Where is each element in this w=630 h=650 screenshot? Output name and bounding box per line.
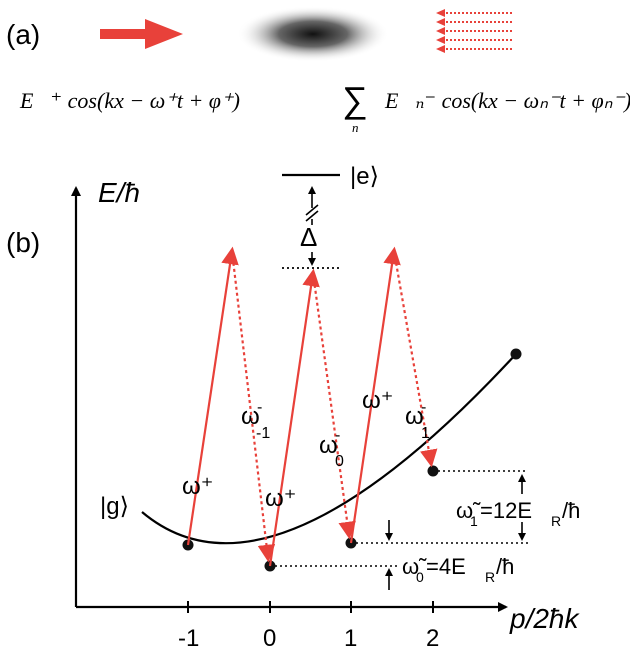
forward-field-formula: E⃗⁺ cos(kx − ω⁺t + φ⁺) (19, 88, 240, 113)
svg-text:R: R (551, 513, 561, 529)
omega-tilde-1-label: ω̃ 1 =12E R /ħ (456, 498, 580, 529)
absorption-arrow (349, 246, 401, 544)
omega-plus-label: ω⁺ (362, 387, 393, 414)
x-ticks (187, 601, 434, 613)
svg-text:0: 0 (335, 453, 344, 470)
x-axis-label: p/2ħk (509, 603, 580, 634)
ground-state-label: |g⟩ (100, 493, 129, 520)
backward-beam-heads (436, 9, 445, 53)
detuning-arrows (305, 186, 319, 266)
svg-text:ω: ω (319, 432, 338, 459)
backward-field-formula: E⃗ₙ⁻ cos(kx − ωₙ⁻t + φₙ⁻) (384, 88, 630, 113)
excited-state-label: |e⟩ (350, 163, 379, 190)
svg-text:0: 0 (416, 569, 424, 585)
energy-guides (275, 470, 528, 567)
svg-text:-: - (421, 399, 426, 416)
svg-text:ω: ω (405, 403, 424, 430)
svg-text:/ħ: /ħ (496, 554, 514, 579)
absorption-arrow (186, 246, 239, 546)
svg-text:-1: -1 (256, 425, 270, 442)
svg-text:=12E: =12E (480, 498, 532, 523)
svg-text:/ħ: /ħ (562, 498, 580, 523)
svg-text:-: - (335, 427, 340, 444)
omega-minus-label-mid: ω - 0 (319, 427, 344, 470)
backward-beam-arrows (440, 12, 512, 50)
emission-arrow (311, 272, 356, 540)
x-tick-label: 0 (263, 625, 276, 650)
momentum-state-dot (510, 348, 522, 360)
dispersion-parabola (141, 353, 517, 545)
detuning-label: Δ (300, 222, 317, 252)
sum-index: n (352, 120, 359, 135)
atom-cloud (237, 6, 389, 62)
sum-symbol: ∑ (342, 79, 368, 120)
forward-beam-arrow (100, 19, 183, 49)
omega-tilde-0-label: ω̃ 0 =4E R /ħ (402, 554, 514, 585)
svg-text:-: - (257, 399, 262, 416)
y-axis-label: E/ħ (98, 177, 140, 208)
svg-text:R: R (485, 569, 495, 585)
svg-text:ω: ω (241, 403, 260, 430)
omega-minus-label-left: ω - -1 (241, 399, 270, 442)
absorption-arrow (268, 268, 320, 567)
panel-b-label: (b) (6, 227, 40, 258)
x-tick-label: 2 (426, 625, 439, 650)
svg-text:=4E: =4E (426, 554, 466, 579)
momentum-state-dot (427, 465, 439, 477)
svg-text:1: 1 (421, 425, 430, 442)
omega-plus-label: ω⁺ (182, 473, 213, 500)
omega-minus-label-right: ω - 1 (405, 399, 430, 442)
svg-text:1: 1 (470, 513, 478, 529)
x-tick-label: 1 (344, 625, 357, 650)
omega-plus-label: ω⁺ (265, 485, 296, 512)
x-tick-label: -1 (178, 625, 199, 650)
panel-a-label: (a) (6, 19, 40, 50)
